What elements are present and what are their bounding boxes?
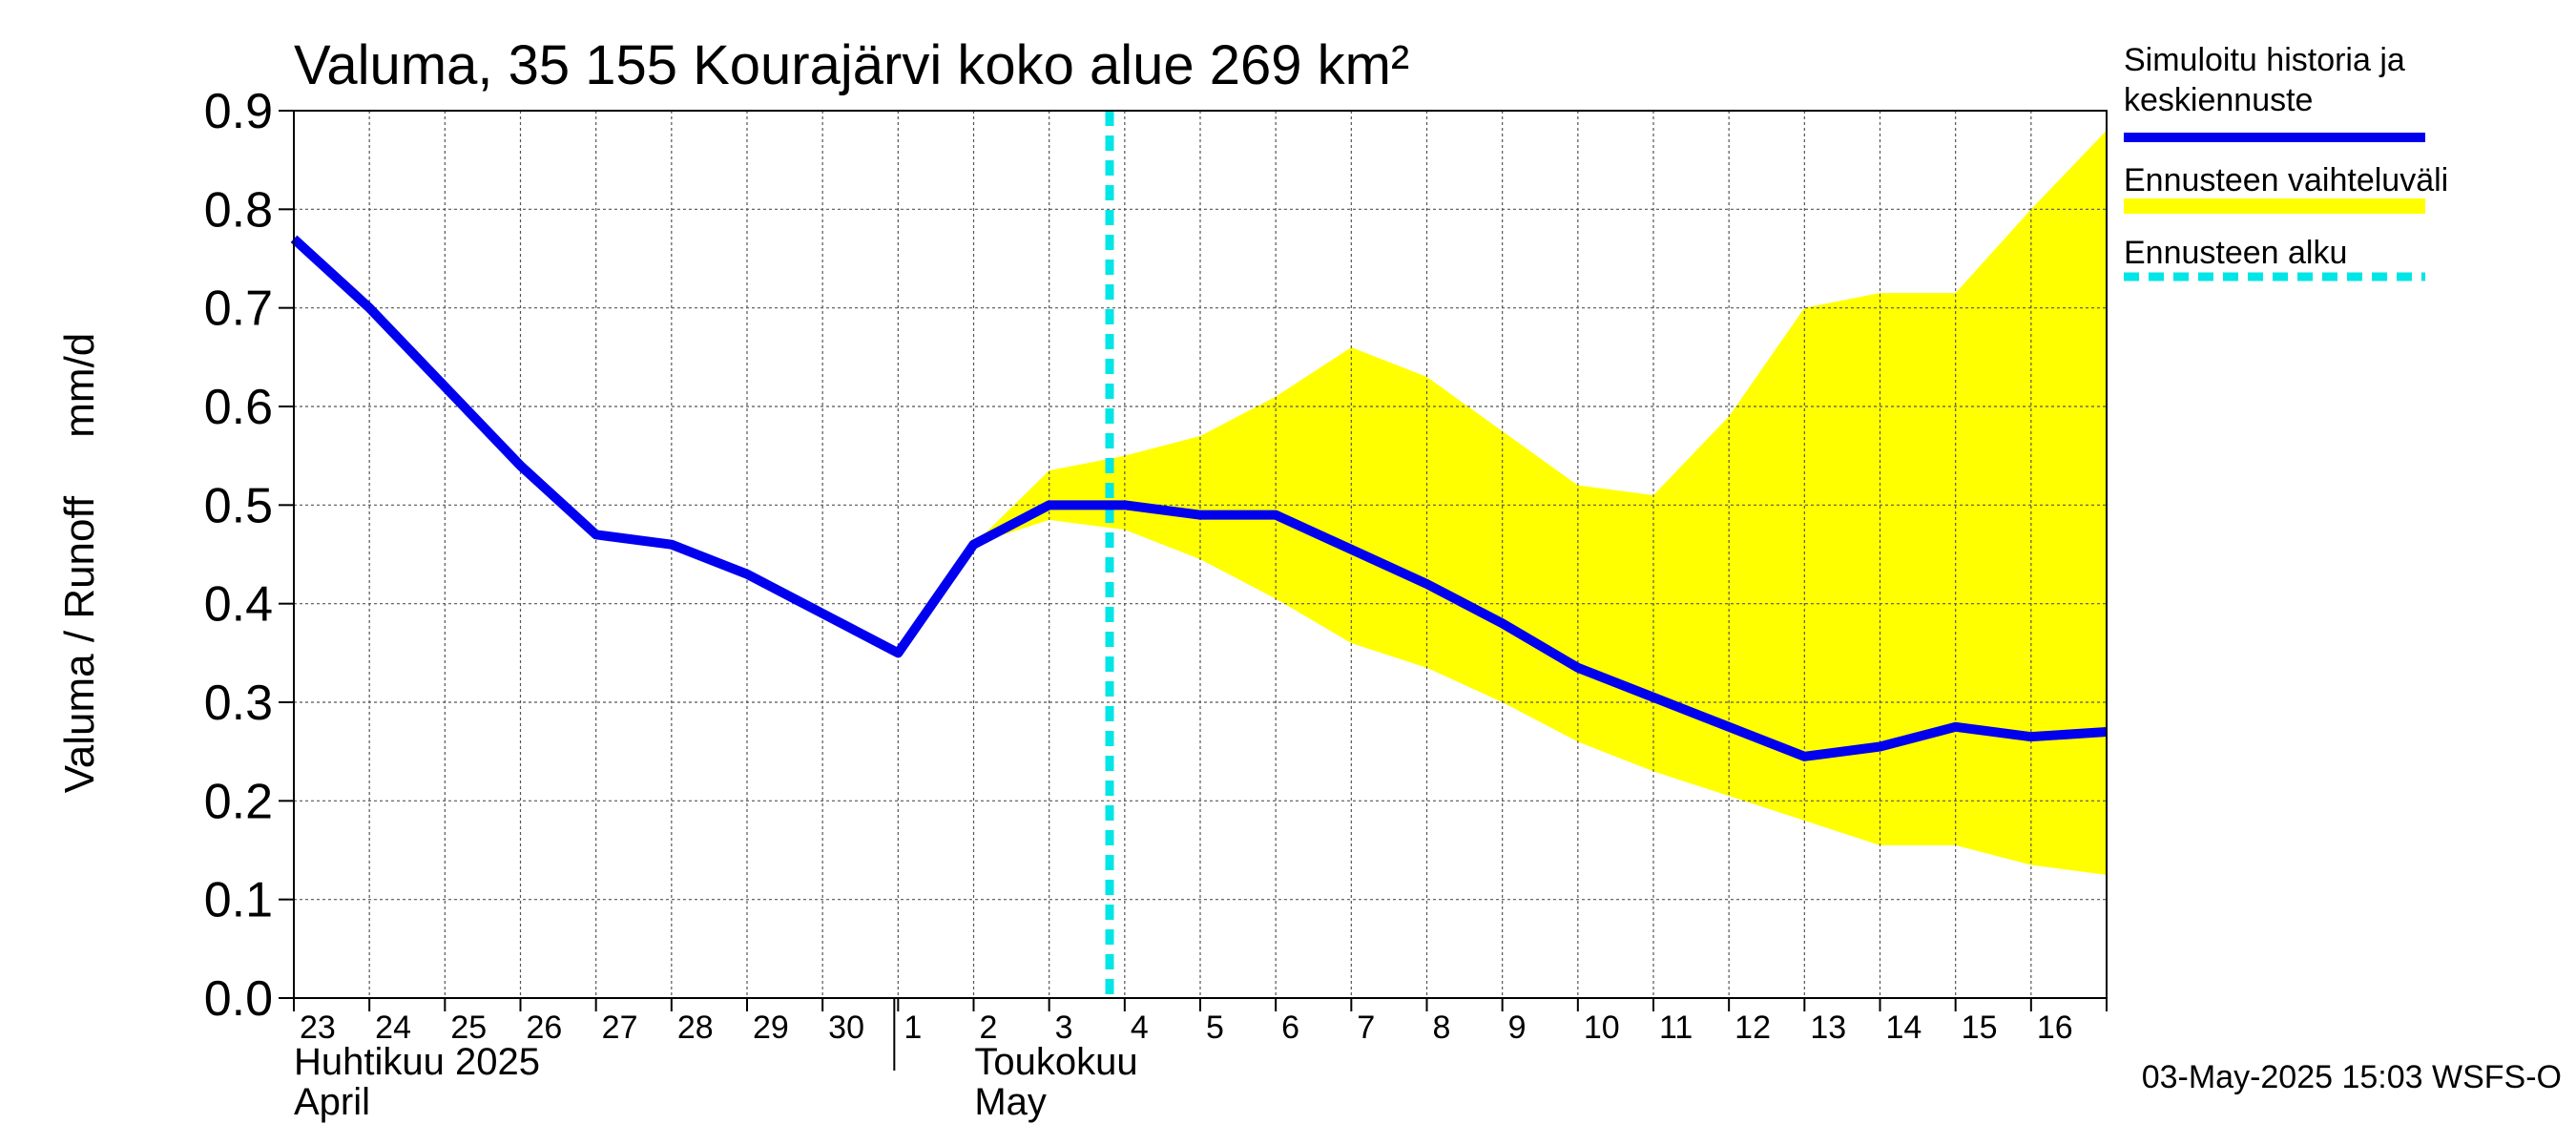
y-tick-label: 0.7 [204,281,273,337]
y-tick-label: 0.2 [204,774,273,829]
x-day-label: 9 [1508,1010,1527,1046]
x-day-label: 14 [1886,1010,1922,1046]
forecast-range-band [973,130,2107,875]
y-tick-label: 0.9 [204,84,273,139]
y-tick-label: 0.5 [204,478,273,533]
x-day-label: 2 [980,1010,998,1046]
month-label: Toukokuu [974,1041,1137,1083]
x-day-label: 30 [828,1010,864,1046]
x-day-label: 5 [1206,1010,1224,1046]
legend-label: Ennusteen vaihteluväli [2124,162,2448,198]
x-day-label: 23 [300,1010,336,1046]
x-day-label: 13 [1810,1010,1846,1046]
forecast-range-band-layer [973,130,2107,875]
x-day-label: 10 [1584,1010,1620,1046]
x-day-label: 26 [527,1010,563,1046]
x-day-label: 6 [1281,1010,1299,1046]
legend-label: keskiennuste [2124,82,2313,118]
y-tick-label: 0.8 [204,182,273,238]
y-tick-label: 0.4 [204,577,273,633]
x-day-label: 11 [1659,1010,1693,1046]
y-tick-label: 0.3 [204,676,273,731]
y-tick-label: 0.6 [204,380,273,435]
x-day-label: 16 [2037,1010,2073,1046]
chart-title: Valuma, 35 155 Kourajärvi koko alue 269 … [294,34,1409,96]
month-label-english: May [974,1081,1047,1123]
x-day-label: 29 [753,1010,789,1046]
y-tick-label: 0.1 [204,873,273,928]
series-layer [290,235,2108,761]
timestamp-label: 03-May-2025 15:03 WSFS-O [2142,1059,2562,1095]
y-tick-label: 0.0 [204,971,273,1027]
legend-swatch-range [2124,198,2425,214]
legend: Simuloitu historia ja keskiennuste Ennuste… [2124,42,2448,281]
legend-label: Ennusteen alku [2124,235,2347,271]
x-day-label: 3 [1055,1010,1073,1046]
x-day-label: 28 [677,1010,714,1046]
x-day-label: 8 [1433,1010,1451,1046]
x-day-label: 24 [375,1010,411,1046]
x-day-label: 12 [1735,1010,1771,1046]
series-line-simulated [290,235,2108,761]
y-axis-label: Valuma / Runoff mm/d [56,333,103,794]
x-day-label: 27 [602,1010,638,1046]
y-axis-ticks: 0.0 0.1 0.2 0.3 0.4 0.5 0.6 0.7 0.8 0.9 [204,84,294,1027]
month-label: Huhtikuu 2025 [294,1041,540,1083]
x-day-label: 1 [904,1010,922,1046]
x-day-label: 15 [1962,1010,1998,1046]
x-axis-ticks: 23 24 25 26 27 28 29 30 1 2 3 4 5 6 7 8 9 10 11 12 13 14 15 16 [293,998,2108,1046]
x-day-label: 25 [450,1010,487,1046]
x-day-label: 7 [1357,1010,1375,1046]
grid-layer [294,111,2107,998]
legend-label: Simuloitu historia ja [2124,42,2405,78]
x-day-label: 4 [1131,1010,1149,1046]
month-label-english: April [294,1081,370,1123]
